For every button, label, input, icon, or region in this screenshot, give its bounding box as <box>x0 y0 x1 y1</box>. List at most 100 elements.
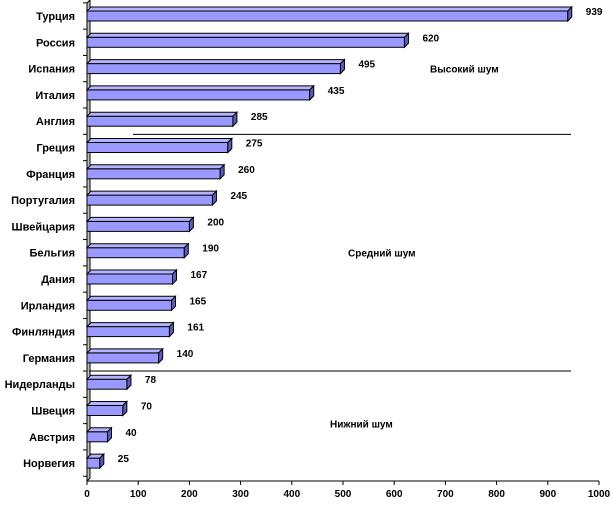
bar-side <box>168 321 174 338</box>
bar-top <box>85 374 133 380</box>
bar <box>86 431 108 443</box>
bar-side <box>232 110 238 128</box>
bar-side <box>99 452 105 470</box>
bar-side <box>170 295 176 312</box>
bar <box>86 220 190 232</box>
category-label: Финляндия <box>12 327 75 339</box>
bar-side <box>403 32 409 49</box>
category-label: Германия <box>23 353 75 365</box>
data-label: 939 <box>586 7 603 18</box>
bar-side <box>219 163 225 181</box>
data-label: 140 <box>177 349 194 360</box>
x-tick-label: 400 <box>283 489 300 500</box>
category-label: Нидерланды <box>5 379 75 391</box>
bar-side <box>211 189 217 207</box>
x-tick-label: 300 <box>232 489 249 500</box>
x-tick-label: 1000 <box>588 489 611 500</box>
x-tick-label: 900 <box>539 489 556 500</box>
bar-top <box>85 164 226 170</box>
bar <box>86 247 185 259</box>
bar <box>86 326 170 338</box>
category-label: Бельгия <box>29 248 75 260</box>
bar <box>86 168 221 180</box>
bar <box>86 142 229 153</box>
bar-top <box>85 295 177 301</box>
zone-label: Нижний шум <box>330 420 393 431</box>
data-label: 275 <box>246 139 263 150</box>
category-label: Россия <box>36 37 75 49</box>
data-label: 161 <box>187 323 204 334</box>
bar-top <box>85 348 164 354</box>
x-tick-label: 200 <box>181 489 198 500</box>
bar-side <box>183 242 189 259</box>
bar <box>86 10 569 22</box>
data-label: 165 <box>189 296 206 307</box>
bar <box>86 115 234 127</box>
bar <box>86 457 101 469</box>
bar-side <box>106 426 112 444</box>
bar <box>86 89 311 101</box>
data-label: 190 <box>202 244 219 255</box>
category-label: Швеция <box>31 406 75 418</box>
bar-top <box>85 216 195 222</box>
bar <box>86 352 160 364</box>
bar <box>86 36 405 48</box>
bar-top <box>85 243 190 249</box>
data-label: 40 <box>125 428 137 439</box>
bar <box>86 299 172 311</box>
bar-side <box>158 347 164 365</box>
bar <box>86 63 341 75</box>
x-tick-label: 100 <box>130 489 147 500</box>
bar-top <box>85 190 218 196</box>
bar-top <box>85 6 573 12</box>
x-tick-label: 700 <box>437 489 454 500</box>
data-label: 200 <box>207 217 224 228</box>
category-label: Англия <box>36 116 75 128</box>
category-label: Норвегия <box>23 458 75 470</box>
data-label: 495 <box>358 60 375 71</box>
data-label: 25 <box>118 454 130 465</box>
category-label: Швейцария <box>12 221 75 233</box>
zone-label: Высокий шум <box>430 65 499 76</box>
bar <box>86 273 174 285</box>
category-label: Греция <box>36 143 75 155</box>
bar <box>86 378 128 390</box>
x-tick-label: 0 <box>84 489 90 500</box>
bar-top <box>85 269 178 275</box>
bar <box>86 194 213 206</box>
zone-label: Средний шум <box>348 249 416 260</box>
category-label: Австрия <box>29 432 75 444</box>
data-label: 167 <box>191 270 208 281</box>
bar-side <box>567 5 573 23</box>
x-tick-label: 500 <box>335 489 352 500</box>
bar-top <box>85 111 239 117</box>
bar-side <box>339 58 345 75</box>
category-label: Португалия <box>11 195 75 207</box>
category-label: Италия <box>35 90 75 102</box>
bar-top <box>85 59 346 65</box>
bar-side <box>188 216 194 233</box>
category-label: Дания <box>41 274 75 286</box>
data-label: 285 <box>251 112 268 123</box>
bar <box>86 405 124 416</box>
x-tick-label: 600 <box>386 489 403 500</box>
bar-top <box>85 401 129 406</box>
data-label: 435 <box>328 86 345 97</box>
bar-side <box>126 373 132 391</box>
category-label: Франция <box>26 169 75 181</box>
category-label: Испания <box>28 64 75 76</box>
data-label: 245 <box>230 191 247 202</box>
bar-top <box>85 85 315 91</box>
bar-top <box>85 322 175 328</box>
bar-top <box>85 32 410 38</box>
category-label: Ирландия <box>21 300 75 312</box>
x-tick-label: 800 <box>488 489 505 500</box>
data-label: 260 <box>238 165 255 176</box>
bar-side <box>172 268 178 286</box>
bar-side <box>309 84 315 102</box>
data-label: 620 <box>422 33 439 44</box>
bar-side <box>122 400 128 417</box>
data-label: 70 <box>141 402 153 413</box>
